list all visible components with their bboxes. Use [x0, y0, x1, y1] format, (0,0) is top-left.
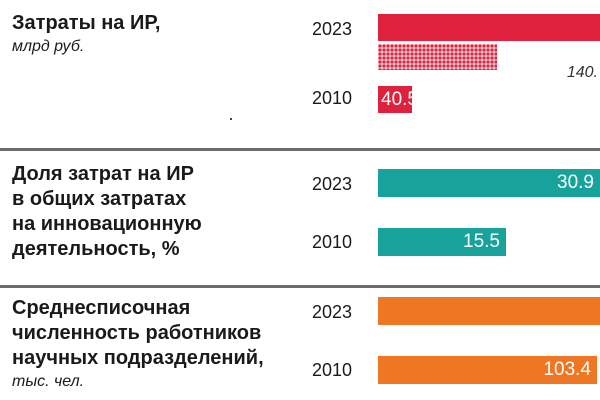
panel-research-staff: Среднесписочная численность работников н… [0, 288, 600, 400]
year-tick-label: 2010 [312, 88, 353, 108]
year-tick-label: 2023 [312, 174, 353, 194]
bar-value-label: 30.9 [557, 172, 594, 193]
panel-title: Затраты на ИР, [12, 12, 161, 34]
bar [378, 356, 597, 384]
divider [0, 148, 600, 151]
year-tick-label: 2023 [312, 19, 353, 39]
bar-value-label: 140. [564, 64, 600, 82]
dot-mark [230, 118, 232, 120]
panel-label: Среднесписочная численность работников н… [12, 296, 264, 392]
panel-title: Среднесписочная численность работников н… [12, 297, 264, 369]
bar [378, 297, 600, 325]
bar-value-label: 40.5 [381, 89, 418, 110]
bar-value-label: 103.4 [543, 359, 591, 380]
panel-rd-share: Доля затрат на ИР в общих затратах на ин… [0, 150, 600, 288]
year-tick-label: 2010 [312, 360, 353, 380]
panel-unit: тыс. чел. [12, 373, 85, 390]
panel-title: Доля затрат на ИР в общих затратах на ин… [12, 163, 202, 260]
panel-rd-expenses: Затраты на ИР, млрд руб. 2023 140. 2010 40.… [0, 0, 600, 150]
bar [378, 44, 497, 70]
bar-value-label: 15.5 [463, 231, 500, 252]
panel-label: Затраты на ИР, млрд руб. [12, 11, 161, 57]
bar [378, 14, 600, 41]
bar [378, 228, 506, 256]
panel-label: Доля затрат на ИР в общих затратах на ин… [12, 162, 202, 262]
divider [0, 285, 600, 288]
panel-unit: млрд руб. [12, 38, 85, 55]
year-tick-label: 2010 [312, 232, 353, 252]
bar [378, 169, 600, 197]
year-tick-label: 2023 [312, 302, 353, 322]
bar [378, 86, 412, 113]
